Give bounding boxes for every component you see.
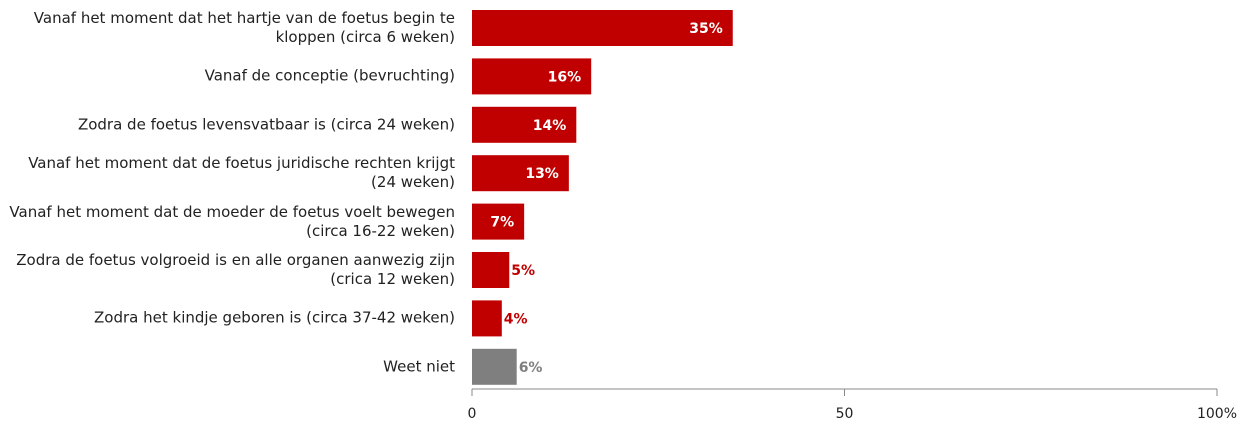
- data-label: 16%: [548, 69, 582, 85]
- bar: [472, 10, 733, 46]
- category-label: Zodra het kindje geboren is (circa 37-42…: [94, 308, 455, 327]
- bar: [472, 155, 569, 192]
- x-tick-label: 50: [836, 406, 854, 422]
- bar: [472, 348, 517, 385]
- bar: [472, 106, 577, 143]
- data-label: 4%: [504, 311, 528, 327]
- data-label: 14%: [533, 118, 567, 134]
- bar: [472, 203, 525, 240]
- category-label: Zodra de foetus levensvatbaar is (circa …: [77, 115, 455, 134]
- x-tick-label: 0: [468, 406, 477, 422]
- category-label: Vanaf het moment dat de moeder de foetus…: [9, 202, 455, 240]
- data-label: 6%: [519, 360, 543, 376]
- bar: [472, 58, 592, 95]
- data-label: 35%: [689, 21, 723, 37]
- category-label: Vanaf de conceptie (bevruchting): [204, 66, 455, 85]
- category-label: Zodra de foetus volgroeid is en alle org…: [16, 251, 455, 288]
- category-label: Vanaf het moment dat het hartje van de f…: [33, 9, 455, 46]
- bar: [472, 252, 510, 288]
- bar: [472, 300, 502, 337]
- data-label: 7%: [490, 215, 514, 231]
- data-label: 5%: [511, 263, 535, 279]
- data-label: 13%: [525, 166, 559, 182]
- x-tick-label: 100%: [1197, 406, 1237, 422]
- category-label: Weet niet: [383, 357, 455, 376]
- category-label: Vanaf het moment dat de foetus juridisch…: [28, 154, 455, 192]
